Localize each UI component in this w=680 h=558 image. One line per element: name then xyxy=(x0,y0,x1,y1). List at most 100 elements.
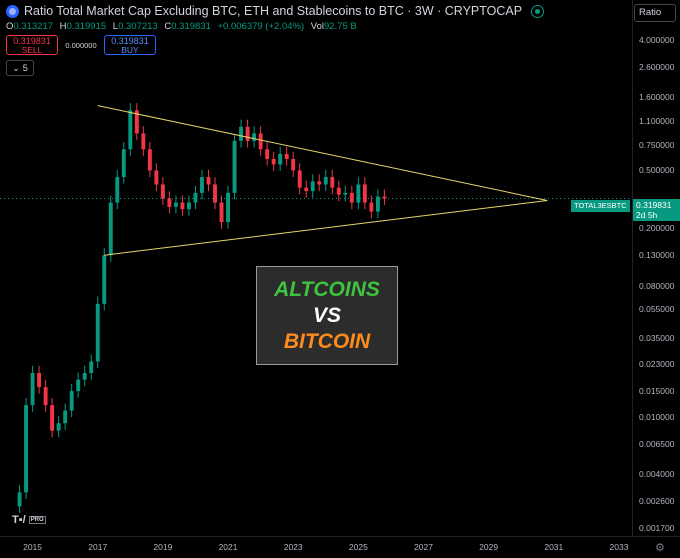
candle-body xyxy=(186,202,191,210)
candle-body xyxy=(167,198,172,207)
candle-body xyxy=(362,184,367,203)
indicators-toggle-button[interactable]: ⌄ 5 xyxy=(6,60,34,76)
sell-button[interactable]: 0.319831 SELL xyxy=(6,35,58,55)
candle-body xyxy=(108,202,113,256)
price-tick-label: 0.750000 xyxy=(639,139,675,150)
buy-price: 0.319831 xyxy=(111,36,149,46)
time-tick-label: 2031 xyxy=(544,542,564,552)
price-tick-label: 0.004000 xyxy=(639,469,675,480)
price-tick-label: 0.015000 xyxy=(639,386,675,397)
trade-buttons: 0.319831 SELL 0.000000 0.319831 BUY xyxy=(6,35,544,55)
price-tick-label: 1.600000 xyxy=(639,92,675,103)
candle-body xyxy=(206,177,211,185)
open-value: 0.313217 xyxy=(13,21,54,32)
market-status-icon[interactable] xyxy=(531,4,545,18)
candle-body xyxy=(369,202,374,212)
tradingview-logo-icon: T▪/ xyxy=(12,514,26,526)
ohlc-values: O0.313217 H0.319915 L0.307213 C0.319831 … xyxy=(6,21,544,32)
low-label: L xyxy=(112,21,119,32)
buy-button[interactable]: 0.319831 BUY xyxy=(104,35,156,55)
buy-label: BUY xyxy=(121,45,139,55)
candle-body xyxy=(43,387,48,406)
time-tick-label: 2021 xyxy=(218,542,238,552)
candle-body xyxy=(297,170,302,188)
candle-body xyxy=(239,126,244,141)
candle-body xyxy=(356,184,361,203)
gear-icon[interactable]: ⚙ xyxy=(655,542,665,554)
candle-body xyxy=(147,149,152,171)
candle-body xyxy=(291,158,296,171)
candle-body xyxy=(180,202,185,210)
price-axis[interactable]: 6.5000004.0000002.6000001.6000001.100000… xyxy=(632,0,680,536)
price-tick-label: 2.600000 xyxy=(639,61,675,72)
price-tick-label: 0.010000 xyxy=(639,411,675,422)
candle-body xyxy=(56,423,61,431)
candle-body xyxy=(95,303,100,362)
bar-countdown: 2d 5h xyxy=(636,210,658,220)
candle-body xyxy=(121,149,126,178)
close-value: 0.319831 xyxy=(171,21,211,32)
price-tick-label: 0.200000 xyxy=(639,223,675,234)
time-tick-label: 2023 xyxy=(283,542,303,552)
candle-body xyxy=(128,110,133,150)
candle-body xyxy=(304,187,309,192)
price-tick-label: 0.023000 xyxy=(639,359,675,370)
price-tick-label: 0.001700 xyxy=(639,523,675,534)
candle-body xyxy=(336,187,341,195)
price-tick-label: 0.500000 xyxy=(639,165,675,176)
candle-body xyxy=(271,158,276,165)
symbol-title-row[interactable]: Ratio Total Market Cap Excluding BTC, ET… xyxy=(6,4,545,18)
close-label: C xyxy=(164,21,172,32)
upper-trendline xyxy=(97,105,548,201)
candle-body xyxy=(50,405,55,431)
candle-body xyxy=(17,492,22,507)
price-tick-label: 1.100000 xyxy=(639,115,675,126)
candle-body xyxy=(349,192,354,203)
candle-body xyxy=(310,181,315,192)
current-price-value: 0.319831 xyxy=(636,200,672,210)
candle-body xyxy=(63,410,68,424)
chevron-down-icon: ⌄ xyxy=(12,62,20,73)
symbol-price-tag: TOTAL3ESBTC xyxy=(571,200,630,212)
candle-body xyxy=(141,133,146,150)
price-tick-label: 0.006500 xyxy=(639,438,675,449)
candle-body xyxy=(226,192,230,223)
candle-body xyxy=(193,192,198,203)
candle-body xyxy=(323,177,328,185)
symbol-title[interactable]: Ratio Total Market Cap Excluding BTC, ET… xyxy=(24,4,523,18)
altcoins-vs-bitcoin-banner: ALTCOINS VS BITCOIN xyxy=(256,266,398,365)
candle-body xyxy=(89,361,94,373)
banner-line-bitcoin: BITCOIN xyxy=(283,330,371,353)
current-price-badge: 0.319831 2d 5h xyxy=(633,199,680,221)
price-tick-label: 0.130000 xyxy=(639,250,675,261)
price-tick-label: 0.055000 xyxy=(639,304,675,315)
candle-body xyxy=(343,192,348,195)
candle-body xyxy=(24,405,29,493)
candle-body xyxy=(213,184,217,203)
candle-body xyxy=(375,196,380,212)
open-label: O xyxy=(6,21,14,32)
candle-body xyxy=(284,153,289,159)
volume-value: 92.75 B xyxy=(323,21,357,32)
scale-mode-button[interactable]: Ratio xyxy=(634,4,676,22)
volume-label: Vol xyxy=(310,21,324,32)
indicators-count: 5 xyxy=(22,63,28,73)
candle-body xyxy=(219,202,224,223)
candle-body xyxy=(252,133,257,141)
change-value: +0.006379 (+2.04%) xyxy=(217,21,305,32)
chart-legend: Ratio Total Market Cap Excluding BTC, ET… xyxy=(6,4,545,76)
price-tick-label: 0.035000 xyxy=(639,332,675,343)
candle-body xyxy=(160,184,165,199)
chart-area[interactable] xyxy=(0,0,632,536)
candle-body xyxy=(69,391,74,411)
banner-line-altcoins: ALTCOINS xyxy=(274,278,380,301)
time-tick-label: 2027 xyxy=(414,542,433,552)
price-chart[interactable] xyxy=(0,0,632,536)
tradingview-logo[interactable]: T▪/ PRO xyxy=(12,514,46,526)
price-tick-label: 0.080000 xyxy=(639,280,675,291)
candle-body xyxy=(382,196,387,199)
candle-body xyxy=(76,379,81,392)
spread-value: 0.000000 xyxy=(65,40,97,50)
sell-label: SELL xyxy=(21,45,43,55)
time-axis[interactable]: 2015 2017 2019 2021 2023 2025 2027 2029 2031 2033 xyxy=(0,536,680,558)
